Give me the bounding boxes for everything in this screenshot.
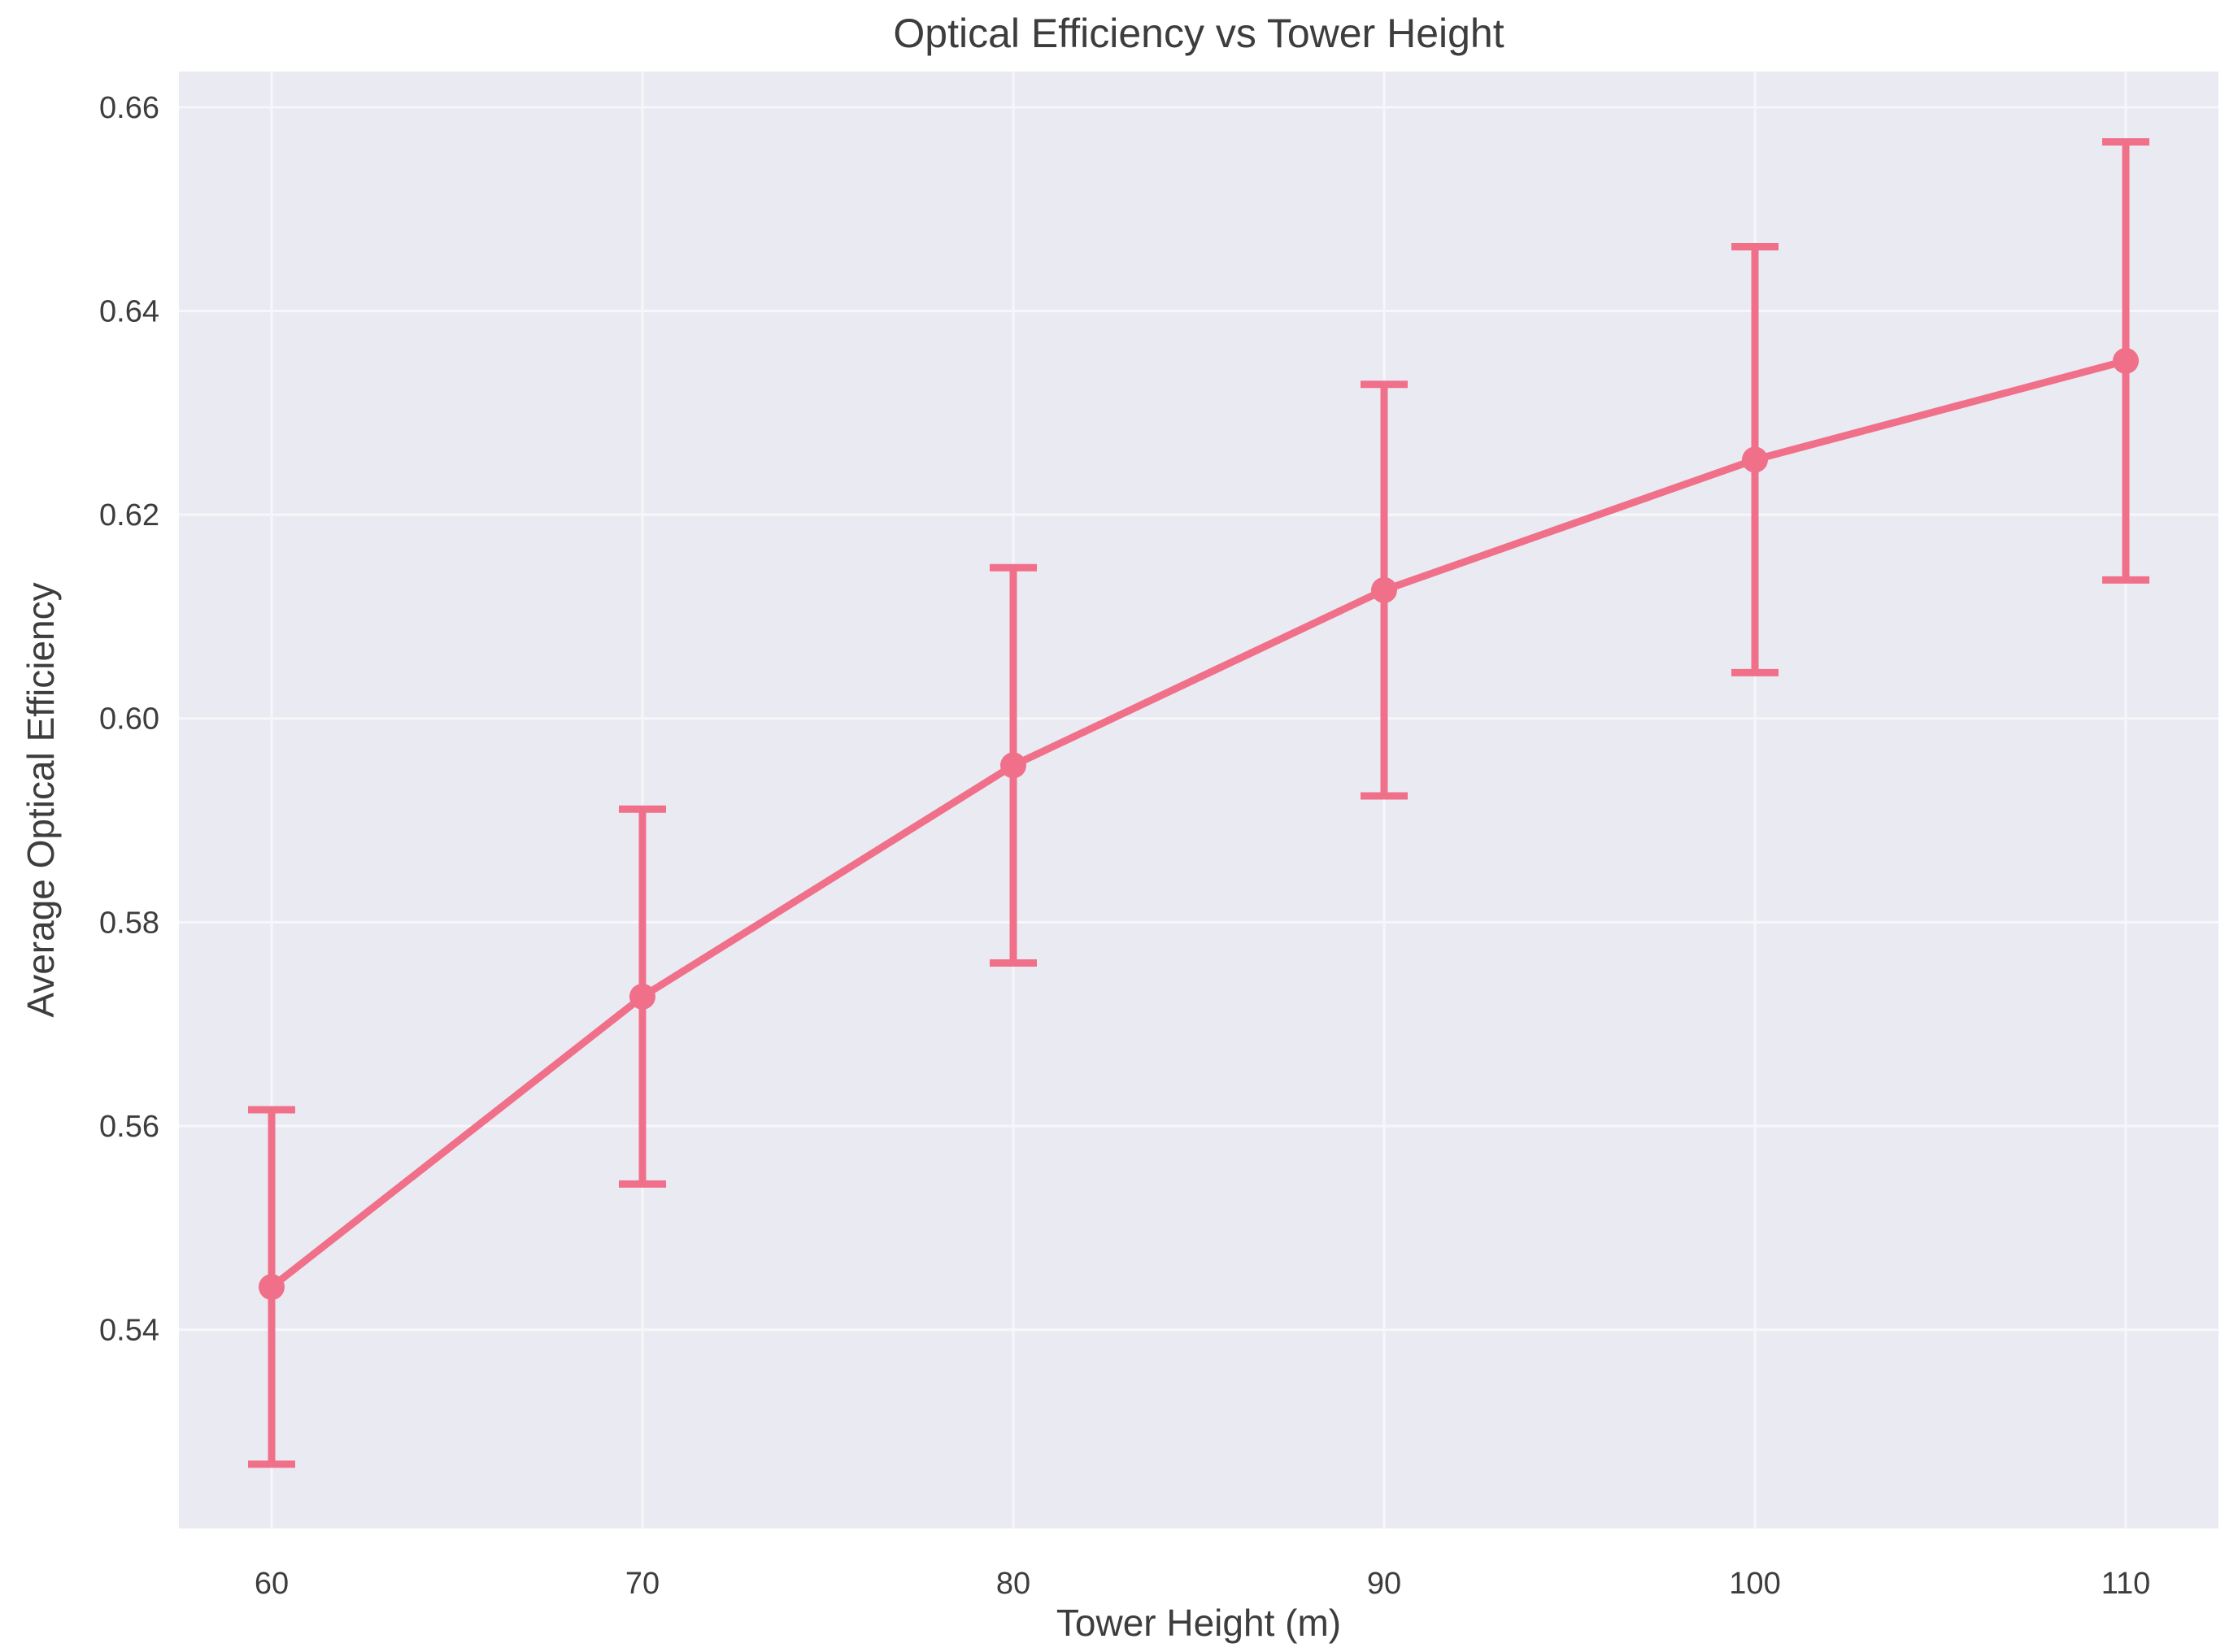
data-point [1371, 576, 1397, 603]
x-tick-label: 60 [255, 1567, 289, 1601]
data-markers [259, 347, 2139, 1301]
x-tick-label: 110 [2101, 1567, 2151, 1601]
x-tick-label: 90 [1367, 1567, 1401, 1601]
y-tick-label: 0.56 [99, 1110, 159, 1144]
data-point [2113, 347, 2139, 374]
y-tick-label: 0.64 [99, 294, 159, 328]
plot-area [179, 72, 2218, 1528]
data-point [1742, 446, 1768, 473]
data-point [1000, 752, 1026, 779]
x-axis-label: Tower Height (m) [1056, 1602, 1341, 1644]
chart-title: Optical Efficiency vs Tower Height [893, 11, 1504, 56]
y-tick-label: 0.60 [99, 702, 159, 737]
x-tick-label: 70 [625, 1567, 660, 1601]
series-line [269, 357, 2127, 1290]
y-tick-label: 0.62 [99, 498, 159, 533]
data-point [259, 1274, 285, 1301]
data-point [629, 983, 655, 1010]
x-tick-labels: 60 70 80 90 100 110 [255, 1567, 2150, 1601]
y-tick-label: 0.66 [99, 91, 159, 125]
x-tick-label: 80 [996, 1567, 1030, 1601]
y-axis-label: Average Optical Efficiency [20, 582, 62, 1017]
y-tick-labels: 0.54 0.56 0.58 0.60 0.62 0.64 0.66 [99, 91, 159, 1348]
y-tick-label: 0.54 [99, 1314, 159, 1348]
y-tick-label: 0.58 [99, 906, 159, 940]
x-tick-label: 100 [1729, 1567, 1780, 1601]
